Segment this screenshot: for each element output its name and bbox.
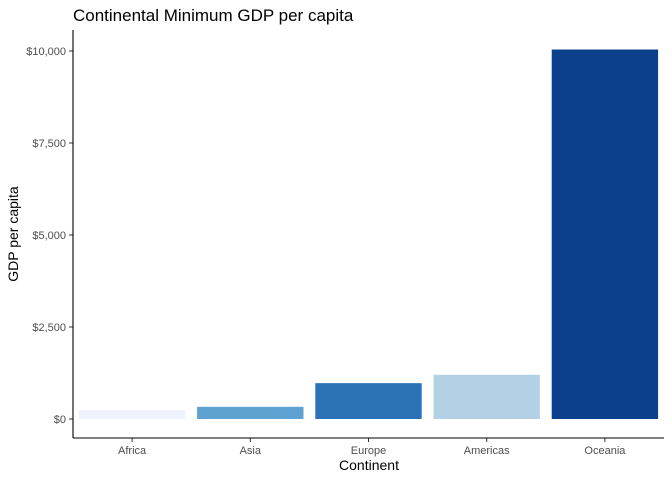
bars-group [78,49,659,419]
x-tick-label: Europe [351,445,386,457]
y-tick-label: $5,000 [32,230,66,242]
x-axis-ticks: Africa Asia Europe Americas Oceania [118,438,626,457]
y-tick-label: $10,000 [26,46,66,58]
x-tick-label: Americas [464,445,510,457]
chart-title: Continental Minimum GDP per capita [73,6,354,25]
y-tick-label: $7,500 [32,138,66,150]
y-axis-ticks: $0 $2,500 $5,000 $7,500 $10,000 [26,46,73,426]
bar-oceania [551,49,659,419]
bar-africa [78,410,186,419]
bar-americas [433,374,540,419]
bar-europe [315,383,422,419]
y-axis-title: GDP per capita [5,186,21,282]
y-tick-label: $2,500 [32,322,66,334]
x-axis-title: Continent [339,457,399,473]
bar-asia [197,406,304,419]
x-tick-label: Africa [118,445,147,457]
x-tick-label: Asia [240,445,262,457]
x-tick-label: Oceania [584,445,626,457]
y-tick-label: $0 [54,414,66,426]
